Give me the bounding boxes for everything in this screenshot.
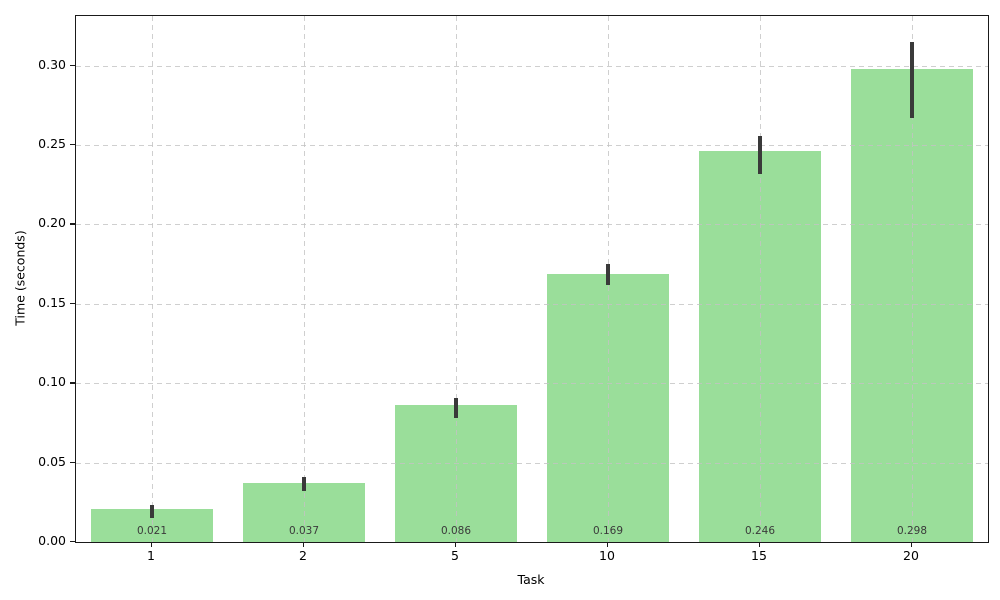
y-tick-label: 0.20 [38, 215, 66, 231]
v-gridline [455, 16, 457, 542]
plot-area: 0.021 0.037 0.086 0.169 0.246 0.298 [75, 15, 989, 543]
bar-value-label: 0.086 [440, 525, 472, 537]
error-bar [910, 41, 914, 119]
v-gridline [607, 16, 609, 542]
h-gridline [76, 145, 988, 147]
x-axis-title: Task [517, 572, 545, 587]
bar-value-label: 0.037 [288, 525, 320, 537]
annotations-layer: 0.021 0.037 0.086 0.169 0.246 0.298 [76, 16, 988, 542]
bar-task-15 [699, 151, 821, 542]
y-tick-mark [70, 64, 75, 66]
bar-task-5 [395, 405, 517, 542]
y-axis-title: Time (seconds) [12, 230, 28, 326]
y-tick-mark [70, 144, 75, 146]
h-gridline [76, 462, 988, 464]
h-gridline [76, 65, 988, 67]
bar-value-label: 0.021 [136, 525, 168, 537]
bar-value-label: 0.246 [744, 525, 776, 537]
bar-task-10 [547, 273, 669, 542]
bar-task-20 [851, 68, 973, 542]
y-tick-label: 0.05 [38, 453, 66, 469]
y-tick-mark [70, 223, 75, 225]
y-tick-label: 0.25 [38, 136, 66, 152]
x-tick-label: 1 [147, 548, 155, 563]
y-tick-label: 0.00 [38, 533, 66, 548]
y-tick-label: 0.15 [38, 294, 66, 310]
bar-value-label: 0.298 [896, 525, 928, 537]
y-tick-mark [70, 541, 75, 543]
h-gridline [76, 224, 988, 226]
x-tick-mark [454, 542, 456, 547]
v-gridline [303, 16, 305, 542]
error-bar [150, 505, 154, 519]
x-tick-mark [758, 542, 760, 547]
grid-layer [76, 16, 988, 542]
x-tick-mark [910, 542, 912, 547]
x-tick-mark [150, 542, 152, 547]
v-gridline [151, 16, 153, 542]
x-tick-label: 10 [599, 548, 615, 563]
x-tick-label: 2 [299, 548, 307, 563]
y-tick-mark [70, 382, 75, 384]
v-gridline [759, 16, 761, 542]
bar-task-1 [91, 508, 213, 542]
x-tick-label: 20 [903, 548, 919, 563]
y-tick-mark [70, 302, 75, 305]
x-tick-mark [302, 542, 304, 547]
h-gridline [76, 303, 988, 305]
bar-value-label: 0.169 [592, 525, 624, 537]
x-tick-label: 15 [751, 548, 767, 563]
bar-task-2 [243, 483, 365, 542]
v-gridline [911, 16, 913, 542]
y-tick-mark [70, 461, 75, 463]
error-bar [606, 264, 610, 285]
error-bar [302, 476, 306, 492]
x-tick-mark [606, 542, 608, 547]
y-tick-label: 0.30 [38, 56, 66, 72]
y-tick-label: 0.10 [38, 374, 66, 390]
bars-layer [76, 16, 988, 542]
error-bar [758, 135, 762, 174]
x-tick-label: 5 [451, 548, 459, 563]
h-gridline [76, 383, 988, 385]
error-bar [454, 397, 458, 419]
